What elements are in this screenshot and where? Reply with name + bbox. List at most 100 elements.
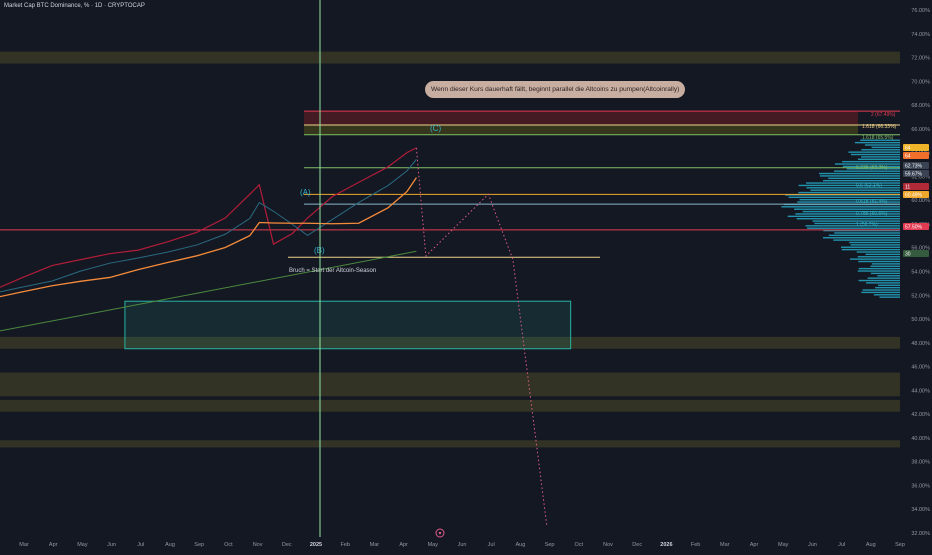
fib-extension-zone — [304, 111, 858, 125]
volume-profile-bar — [858, 260, 900, 263]
price-marker-badge — [903, 250, 929, 257]
volume-profile-bar — [861, 291, 900, 294]
support-zone — [0, 440, 900, 448]
price-tick-label: 46.00% — [911, 365, 930, 371]
series-layer — [0, 147, 417, 332]
volume-profile-bar — [828, 234, 900, 237]
volume-profile-bar — [802, 210, 900, 213]
time-tick-label: Jun — [808, 542, 817, 548]
target-box — [124, 300, 572, 350]
volume-profile-bar — [878, 284, 900, 286]
symbol-title[interactable]: Market Cap BTC Dominance, % · 1D · CRYPT… — [4, 3, 145, 9]
time-tick-label: Apr — [49, 542, 58, 548]
time-tick-label: May — [428, 542, 439, 548]
volume-profile-bar — [812, 220, 900, 222]
price-marker-text: 62.73% — [905, 164, 923, 170]
volume-profile-bar — [871, 263, 900, 265]
volume-profile-bar — [861, 149, 900, 151]
price-marker-text: 11 — [905, 185, 910, 191]
price-marker-badge — [903, 191, 929, 198]
volume-profile-bar — [865, 253, 900, 256]
time-tick-label: Jul — [838, 542, 845, 548]
volume-profile-bar — [819, 172, 900, 175]
volume-profile-bar — [798, 184, 900, 187]
time-tick-label: Sep — [895, 542, 905, 548]
price-marker-text: 60.49% — [905, 193, 923, 199]
volume-profile-bar — [858, 267, 900, 270]
time-tick-label: Mar — [720, 542, 730, 548]
price-axis-markers: 64 64 62.73% 59.67% 11 60.49% 57.50% 30 — [903, 144, 929, 258]
volume-profile-bar — [848, 151, 900, 153]
price-axis[interactable]: 76.00%74.00%72.00%70.00%68.00%66.00%64.0… — [911, 8, 930, 537]
time-tick-label: Aug — [516, 542, 526, 548]
volume-profile-bar — [870, 265, 900, 267]
volume-profile-bar — [796, 218, 900, 220]
fib-label: 0.786 (60.6%) — [856, 211, 888, 217]
price-tick-label: 40.00% — [911, 436, 930, 442]
time-tick-label: Dec — [632, 542, 642, 548]
time-tick-label: Jul — [137, 542, 144, 548]
volume-profile-bar — [864, 144, 900, 146]
price-marker-text: 64 — [905, 154, 911, 160]
volume-profile-bar — [799, 198, 900, 201]
time-tick-label: Nov — [603, 542, 613, 548]
fib-label: 1.618 (66.33%) — [862, 124, 897, 130]
volume-profile-bar — [850, 244, 900, 246]
time-tick-label: Mar — [370, 542, 380, 548]
price-tick-label: 34.00% — [911, 507, 930, 513]
price-tick-label: 68.00% — [911, 103, 930, 109]
volume-profile-bar — [822, 237, 900, 239]
time-tick-label: Jun — [458, 542, 467, 548]
volume-profile-bar — [834, 232, 900, 234]
annotation-callout[interactable]: Wenn dieser Kurs dauerhaft fällt, beginn… — [425, 81, 686, 98]
time-tick-label: Aug — [866, 542, 876, 548]
wave-c-label: (C) — [430, 124, 441, 133]
volume-profile-bar — [841, 248, 900, 251]
time-tick-label: May — [778, 542, 789, 548]
volume-profile-bar — [842, 165, 900, 168]
price-tick-label: 44.00% — [911, 388, 930, 394]
volume-profile-bar — [858, 279, 900, 282]
fib-label: 1.618 (65.5%) — [862, 135, 894, 141]
time-tick-label: Oct — [224, 542, 233, 548]
volume-profile-bar — [787, 215, 900, 218]
price-tick-label: 52.00% — [911, 293, 930, 299]
volume-profile-bar — [842, 160, 900, 163]
volume-profile-bar — [877, 275, 900, 277]
volume-profile-bar — [806, 187, 900, 189]
time-tick-label: Sep — [194, 542, 204, 548]
price-marker-text: 59.67% — [905, 172, 923, 178]
volume-profile-bar — [798, 191, 900, 194]
time-marker-icon[interactable] — [435, 528, 445, 538]
time-tick-label: 2025 — [310, 542, 322, 548]
price-marker-badge — [903, 170, 929, 177]
volume-profile-bar — [856, 251, 900, 253]
volume-profile-bar — [785, 194, 900, 196]
price-tick-label: 76.00% — [911, 8, 930, 14]
time-axis[interactable]: Mar Apr May Jun Jul Aug Sep Oct Nov Dec 2025 Feb Mar… — [19, 542, 905, 548]
time-tick-label: Sep — [545, 542, 555, 548]
projection-layer — [415, 147, 548, 528]
fib-label: 0.236 (62.3%) — [856, 165, 888, 171]
price-marker-badge — [903, 223, 929, 230]
time-tick-label: Feb — [340, 542, 349, 548]
volume-profile-bar — [814, 222, 900, 225]
long-moving-average — [0, 250, 417, 332]
time-tick-label: Nov — [253, 542, 263, 548]
volume-profile-bar — [795, 213, 900, 215]
volume-profile-bar — [788, 196, 900, 199]
time-tick-label: Apr — [399, 542, 408, 548]
time-tick-label: Dec — [282, 542, 292, 548]
volume-profile-bar — [849, 258, 900, 260]
volume-profile-bar — [846, 168, 900, 170]
volume-profile-bar — [865, 282, 900, 284]
fib-label: 1 (59.7%) — [856, 222, 878, 228]
volume-profile-bar — [860, 139, 900, 141]
price-tick-label: 70.00% — [911, 79, 930, 85]
volume-profile-bar — [840, 246, 900, 248]
fib-label: 0.5 (62.1%) — [856, 183, 882, 189]
target-box-layer — [124, 300, 572, 350]
volume-profile-bar — [828, 177, 900, 179]
projection-path — [415, 147, 548, 528]
